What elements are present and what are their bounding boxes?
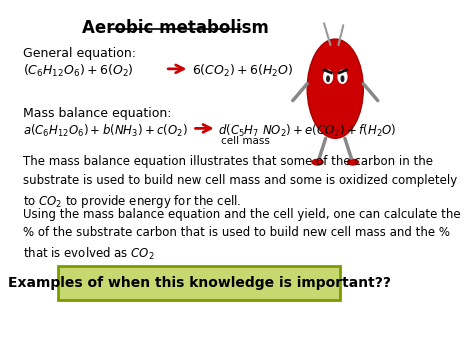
Text: cell mass: cell mass xyxy=(221,136,270,146)
Text: General equation:: General equation: xyxy=(23,47,136,60)
Ellipse shape xyxy=(338,70,347,83)
Ellipse shape xyxy=(312,159,323,165)
Ellipse shape xyxy=(324,70,332,83)
FancyBboxPatch shape xyxy=(58,266,340,300)
Text: The mass balance equation illustrates that some of the carbon in the
substrate i: The mass balance equation illustrates th… xyxy=(23,155,457,210)
Ellipse shape xyxy=(347,159,358,165)
Text: $d(C_5H_7\ NO_2) + e(CO_2) + f(H_2O)$: $d(C_5H_7\ NO_2) + e(CO_2) + f(H_2O)$ xyxy=(218,122,397,138)
Text: Using the mass balance equation and the cell yield, one can calculate the
% of t: Using the mass balance equation and the … xyxy=(23,208,460,262)
Ellipse shape xyxy=(307,39,364,138)
Text: Mass balance equation:: Mass balance equation: xyxy=(23,106,171,120)
Ellipse shape xyxy=(340,75,345,82)
Text: $(C_6H_{12}O_6) + 6(O_2)$: $(C_6H_{12}O_6) + 6(O_2)$ xyxy=(23,63,134,79)
Text: $a(C_6H_{12}O_6) + b(NH_3) + c(O_2)$: $a(C_6H_{12}O_6) + b(NH_3) + c(O_2)$ xyxy=(23,122,187,138)
Text: $6(CO_2) + 6(H_2O)$: $6(CO_2) + 6(H_2O)$ xyxy=(192,63,293,79)
Text: Aerobic metabolism: Aerobic metabolism xyxy=(82,19,268,37)
Text: Examples of when this knowledge is important??: Examples of when this knowledge is impor… xyxy=(8,276,391,290)
Ellipse shape xyxy=(326,75,330,82)
